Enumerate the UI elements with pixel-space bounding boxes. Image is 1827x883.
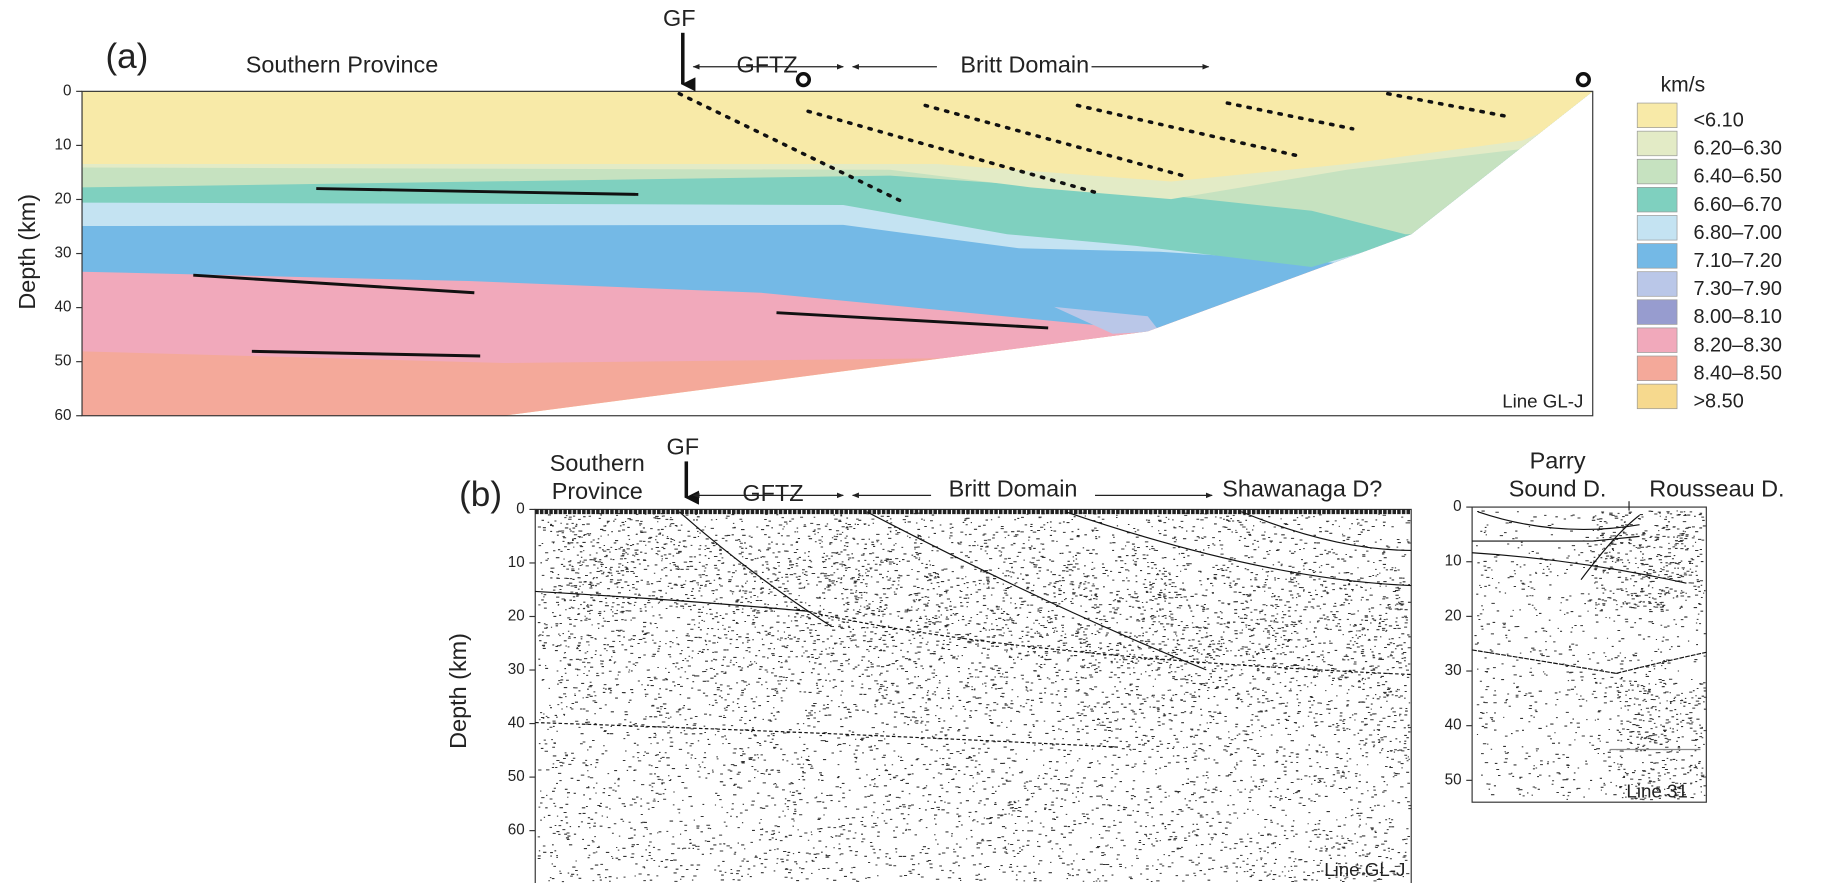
y-tick-label: 0 [1453,498,1461,515]
y-tick-label: 60 [508,822,525,839]
y-tick-label: 30 [55,245,72,262]
page: (a) Southern Province GF GFTZ Britt Doma… [0,0,1827,883]
legend-swatch [1637,300,1677,325]
legend-label: 8.20–8.30 [1693,334,1782,356]
annotation: Rousseau D. [1649,476,1784,502]
y-tick-label: 10 [1445,553,1462,570]
station [1578,74,1590,86]
y-tick-label: 40 [55,299,72,316]
annotation: GF [667,433,700,459]
annotation: Britt Domain [949,476,1078,502]
legend-label: 6.60–6.70 [1693,194,1782,216]
y-tick-label: 20 [1445,607,1462,624]
velocity-model [82,91,1593,421]
legend-label: 7.10–7.20 [1693,250,1782,272]
annotation: GF [663,5,696,31]
legend: <6.10 6.20–6.30 6.40–6.50 6.60–6.70 6.80–7.0… [1637,103,1782,412]
legend-title: km/s [1661,73,1705,96]
annotation: Province [552,478,643,504]
legend-label: 8.40–8.50 [1693,362,1782,384]
legend-label: >8.50 [1693,391,1743,413]
legend-label: 8.00–8.10 [1693,306,1782,328]
y-tick-label: 60 [55,407,72,424]
legend-swatch [1637,131,1677,156]
legend-label: <6.10 [1693,109,1743,131]
axis-title: Depth (km) [445,633,471,749]
y-tick-label: 20 [508,608,525,625]
annotation: Shawanaga D? [1222,476,1382,502]
axis-title: Depth (km) [14,194,40,310]
annotation: Sound D. [1509,476,1607,502]
legend-label: 6.40–6.50 [1693,166,1782,188]
annotation: GFTZ [737,52,798,78]
legend-swatch [1637,356,1677,381]
annotation: Southern Province [246,52,439,78]
y-tick-label: 40 [508,715,525,732]
annotation: GFTZ [742,480,803,506]
y-tick-label: 0 [516,500,524,517]
panel-label: (a) [105,37,148,76]
legend-swatch [1637,187,1677,212]
y-tick-label: 50 [1445,771,1462,788]
legend-label: 6.20–6.30 [1693,138,1782,160]
legend-swatch [1637,159,1677,184]
y-tick-label: 50 [508,768,525,785]
annotation: Southern [550,450,645,476]
legend-swatch [1637,272,1677,297]
y-tick-label: 30 [1445,662,1462,679]
annotation: Britt Domain [960,52,1089,78]
y-tick-label: 50 [55,353,72,370]
legend-swatch [1637,328,1677,353]
line-label: Line 31 [1626,781,1687,802]
panel-label: (b) [459,475,502,514]
annotation: Parry [1530,447,1586,473]
station [798,74,810,86]
legend-label: 7.30–7.90 [1693,278,1782,300]
y-tick-label: 10 [55,136,72,153]
legend-swatch [1637,215,1677,240]
legend-swatch [1637,384,1677,409]
line-label: Line GL-J [1502,391,1583,412]
legend-swatch [1637,103,1677,128]
y-tick-label: 40 [1445,717,1462,734]
legend-label: 6.80–7.00 [1693,222,1782,244]
line-label: Line GL-J [1324,859,1405,880]
figure: (a) Southern Province GF GFTZ Britt Doma… [0,0,1827,883]
y-tick-label: 10 [508,554,525,571]
y-tick-label: 0 [63,82,71,99]
legend-swatch [1637,244,1677,269]
y-tick-label: 20 [55,190,72,207]
y-tick-label: 30 [508,661,525,678]
